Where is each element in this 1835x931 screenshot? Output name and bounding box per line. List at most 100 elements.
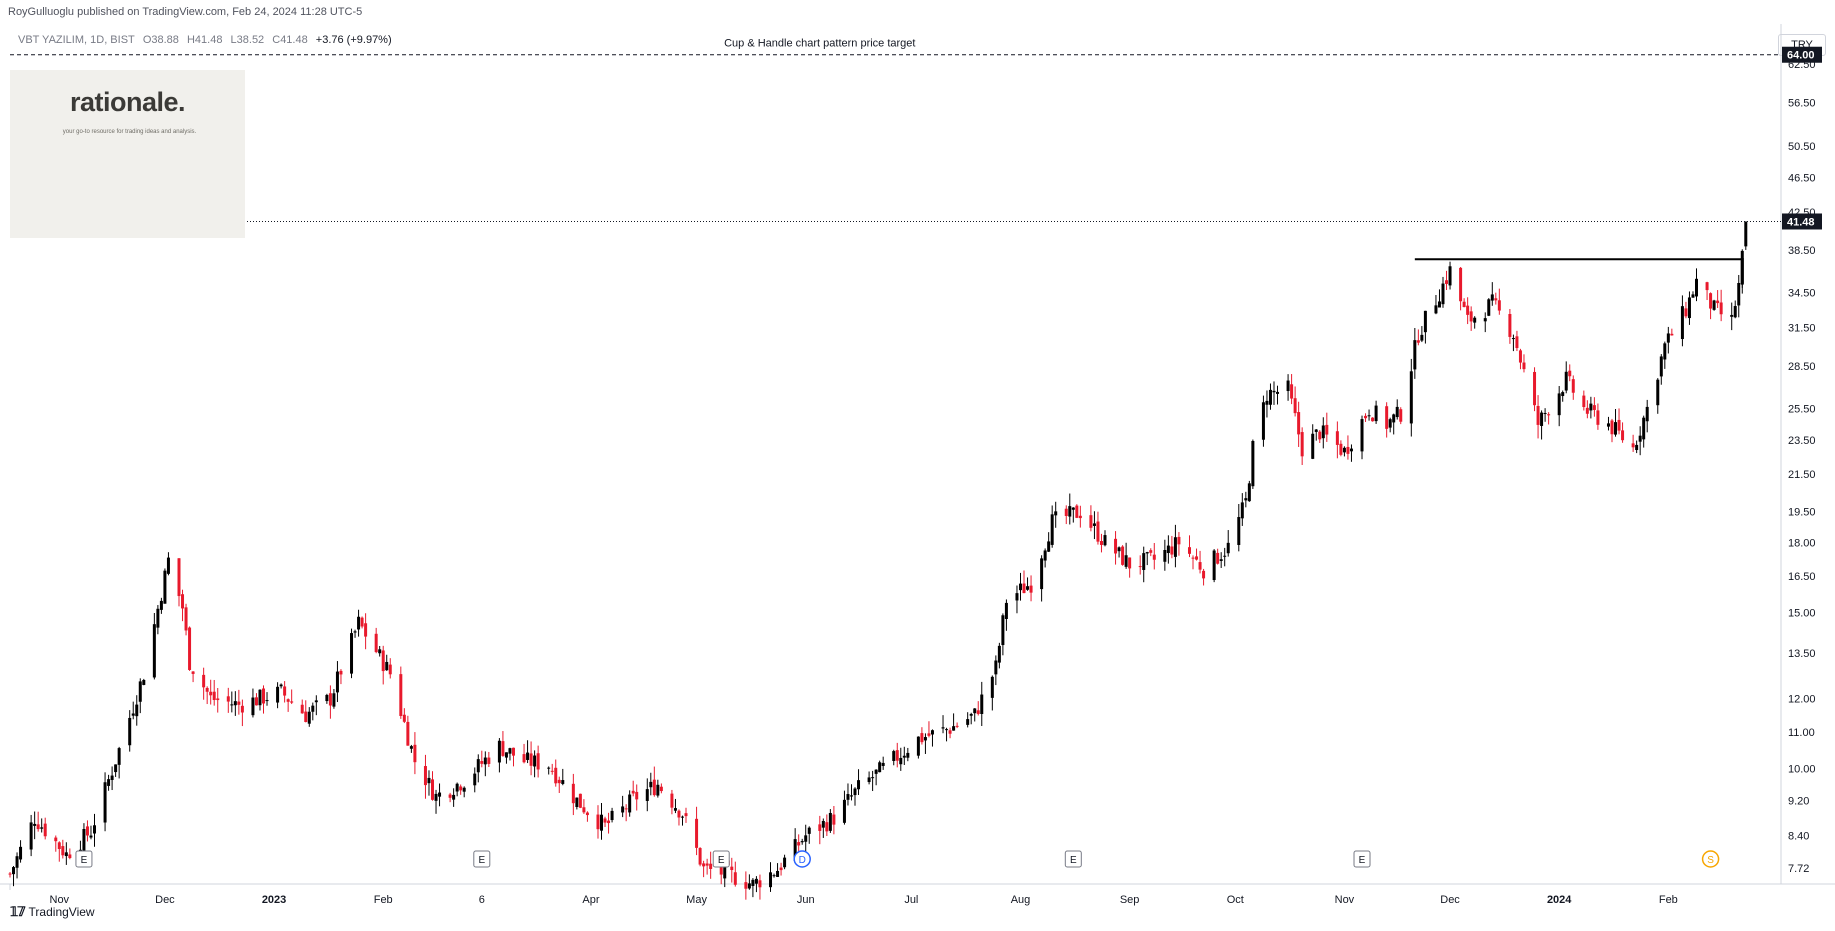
candle-body xyxy=(610,810,614,821)
candle-body xyxy=(600,814,604,831)
candle-body xyxy=(409,746,413,749)
x-tick-label: Nov xyxy=(1335,894,1355,906)
candle-body xyxy=(15,856,19,868)
candle-body xyxy=(1240,502,1244,519)
candle-body xyxy=(695,818,699,848)
y-tick-label: 9.20 xyxy=(1788,796,1809,808)
candle-body xyxy=(1434,305,1438,314)
candle-body xyxy=(1068,506,1072,517)
candle-body xyxy=(1585,407,1589,414)
logo-watermark: rationale. your go-to resource for tradi… xyxy=(10,70,245,238)
earnings-marker-label: E xyxy=(81,855,88,866)
candle-body xyxy=(339,670,343,675)
candle-body xyxy=(1582,395,1586,408)
ohlc-low: L38.52 xyxy=(230,34,265,46)
candle-body xyxy=(1508,314,1512,337)
candle-body xyxy=(1022,583,1026,594)
candle-body xyxy=(462,787,466,792)
candle-body xyxy=(902,755,906,758)
candle-body xyxy=(191,671,195,674)
candle-body xyxy=(1617,419,1621,431)
candle-body xyxy=(1047,541,1051,552)
candle-body xyxy=(1195,556,1199,560)
candle-body xyxy=(1367,415,1371,417)
candle-body xyxy=(402,714,406,722)
candle-body xyxy=(237,701,241,705)
candle-body xyxy=(480,761,484,764)
ohlc-close: C41.48 xyxy=(272,34,308,46)
candle-body xyxy=(1740,258,1744,285)
earnings-marker-label: E xyxy=(718,855,725,866)
candle-body xyxy=(1395,406,1399,418)
candle-body xyxy=(1311,433,1315,459)
footer-brand[interactable]: 𝟙𝟟 TradingView xyxy=(10,904,95,920)
x-tick-label: May xyxy=(686,894,707,906)
candle-body xyxy=(1659,356,1663,377)
candle-body xyxy=(399,674,403,716)
candle-body xyxy=(64,852,68,857)
earnings-marker xyxy=(75,850,93,868)
candle-body xyxy=(1392,414,1396,423)
candle-body xyxy=(135,704,139,717)
candle-body xyxy=(533,755,537,767)
candle-body xyxy=(997,645,1001,663)
candle-body xyxy=(945,729,949,731)
candle-body xyxy=(1142,553,1146,570)
candle-body xyxy=(434,793,438,801)
candle-body xyxy=(1187,547,1191,554)
candle-body xyxy=(628,794,632,813)
x-tick-label: Dec xyxy=(155,894,175,906)
candle-body xyxy=(1543,413,1547,415)
candle-body xyxy=(1321,425,1325,439)
candle-body xyxy=(1360,419,1364,452)
x-tick-label: Oct xyxy=(1227,894,1244,906)
candle-body xyxy=(1163,549,1167,562)
candle-body xyxy=(258,689,262,706)
candle-body xyxy=(698,848,702,865)
candle-body xyxy=(853,788,857,796)
candle-body xyxy=(969,713,973,716)
candle-body xyxy=(941,727,945,729)
candle-body xyxy=(645,789,649,801)
candle-body xyxy=(1409,371,1413,424)
candle-body xyxy=(769,872,773,888)
candle-body xyxy=(360,617,364,627)
candle-body xyxy=(93,825,97,834)
candle-body xyxy=(927,733,931,736)
candle-body xyxy=(1462,301,1466,308)
symbol-title[interactable]: VBT YAZILIM, 1D, BIST xyxy=(18,34,135,46)
event-marker-label: D xyxy=(799,855,806,866)
candle-body xyxy=(536,753,540,770)
candle-body xyxy=(1075,505,1079,518)
y-tick-label: 34.50 xyxy=(1788,287,1816,299)
candle-body xyxy=(1518,350,1522,363)
x-tick-label: Aug xyxy=(1011,894,1031,906)
candle-body xyxy=(209,691,213,696)
candle-body xyxy=(635,791,639,800)
candle-body xyxy=(1423,310,1427,333)
candle-body xyxy=(1018,583,1022,591)
candle-body xyxy=(624,808,628,810)
candle-body xyxy=(1202,570,1206,579)
candle-body xyxy=(1247,483,1251,502)
candle-body xyxy=(448,794,452,798)
candle-body xyxy=(307,711,311,724)
candle-body xyxy=(1099,541,1103,545)
candle-body xyxy=(842,799,846,823)
candle-body xyxy=(265,700,269,702)
candle-body xyxy=(1719,302,1723,315)
candle-body xyxy=(350,633,354,674)
candle-body xyxy=(33,823,37,826)
y-tick-label: 19.50 xyxy=(1788,507,1816,519)
footer-brand-label: TradingView xyxy=(28,905,95,919)
price-target-annotation: Cup & Handle chart pattern price target xyxy=(724,38,915,50)
candle-body xyxy=(68,854,72,859)
candle-body xyxy=(483,757,487,765)
candle-body xyxy=(1694,278,1698,297)
candle-body xyxy=(1638,435,1642,442)
candle-body xyxy=(1469,311,1473,322)
candle-body xyxy=(473,773,477,786)
candle-body xyxy=(603,818,607,823)
candle-body xyxy=(1149,550,1153,553)
